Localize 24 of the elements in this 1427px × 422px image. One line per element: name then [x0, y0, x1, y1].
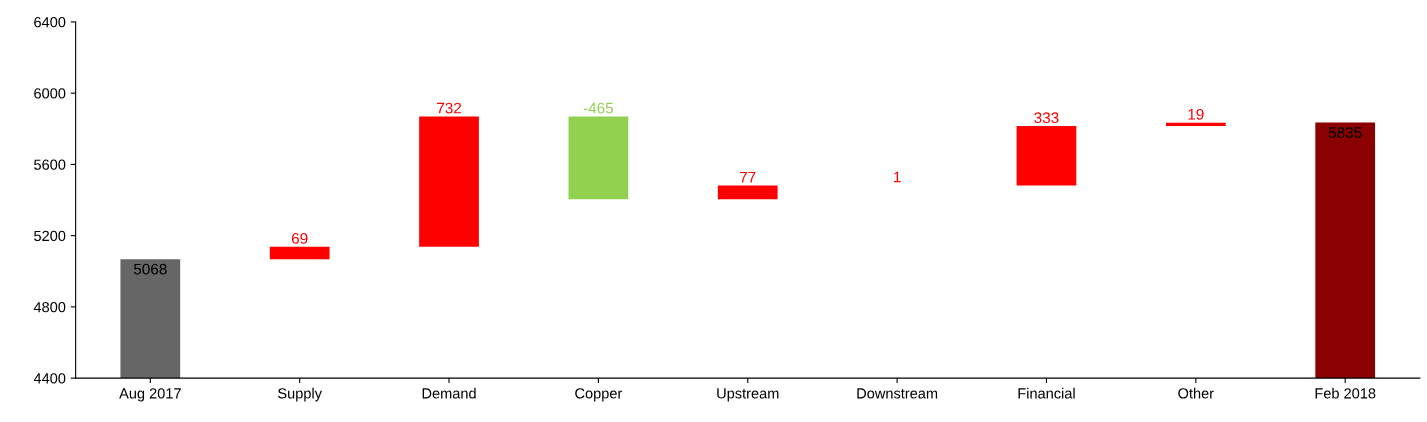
data-label: 5068: [133, 263, 167, 275]
y-tick-label: 6400: [34, 17, 66, 28]
x-tick-label: Financial: [1018, 387, 1075, 399]
data-label: 5835: [1328, 127, 1362, 138]
x-tick-label: Aug 2017: [119, 388, 181, 402]
data-label: 19: [1188, 108, 1204, 120]
x-tick-label: Demand: [422, 387, 476, 399]
x-tick-label: Downstream: [857, 388, 938, 399]
data-label: -465: [583, 102, 614, 114]
data-label: 77: [740, 171, 756, 183]
y-tick-label: 5200: [34, 230, 66, 242]
x-tick-label: Supply: [278, 387, 322, 402]
data-label: 69: [291, 233, 308, 244]
y-tick-label: 4800: [33, 301, 66, 313]
data-label: 732: [437, 102, 462, 114]
x-tick-label: Upstream: [717, 388, 779, 402]
x-tick-label: Feb 2018: [1315, 387, 1376, 399]
x-tick-label: Copper: [575, 388, 623, 402]
y-tick-label: 5600: [34, 159, 66, 170]
data-label: 333: [1034, 112, 1059, 124]
x-tick-label: Other: [1178, 387, 1214, 399]
data-label: 1: [894, 171, 901, 183]
y-tick-label: 4400: [33, 373, 66, 384]
y-tick-label: 6000: [34, 88, 66, 99]
